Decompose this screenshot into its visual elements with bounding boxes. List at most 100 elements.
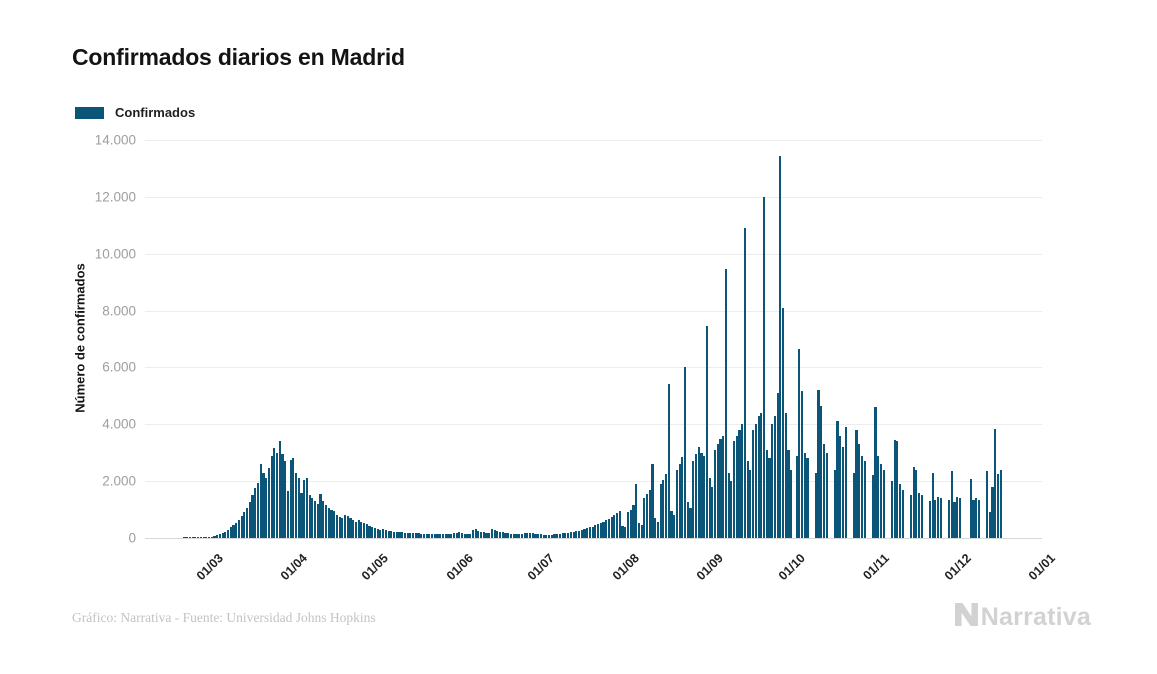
bar <box>480 531 483 538</box>
gridline-y-6000 <box>145 367 1042 369</box>
bar <box>920 495 923 538</box>
bar <box>610 516 613 538</box>
bar <box>773 415 776 538</box>
bar <box>447 534 450 538</box>
bar <box>689 508 692 538</box>
bar <box>591 526 594 538</box>
bar <box>518 534 521 538</box>
bar <box>928 501 932 538</box>
bar <box>939 498 942 538</box>
bar <box>444 534 447 538</box>
bar <box>365 524 368 538</box>
bar <box>912 466 915 538</box>
gridline-y-8000 <box>145 310 1042 312</box>
bar <box>338 516 341 538</box>
bar <box>354 522 357 538</box>
bar <box>648 489 651 538</box>
bar <box>694 454 698 538</box>
bar <box>368 525 371 538</box>
bar <box>422 533 426 538</box>
bar <box>496 530 499 538</box>
bar <box>890 481 893 538</box>
bar <box>322 501 325 538</box>
page-title: Confirmados diarios en Madrid <box>72 44 405 70</box>
bar <box>474 529 477 538</box>
bar <box>937 496 940 538</box>
bar <box>286 491 289 538</box>
bar <box>713 449 717 538</box>
gridline-y-4000 <box>145 424 1042 426</box>
bar <box>311 498 314 538</box>
bar <box>558 533 562 538</box>
bar <box>488 533 491 538</box>
footer-credit: Gráfico: Narrativa - Fuente: Universidad… <box>72 610 376 625</box>
gridline-y-0 <box>145 538 1042 539</box>
bar <box>528 532 532 538</box>
bar <box>768 458 771 538</box>
bar <box>553 534 556 538</box>
bar <box>539 534 542 538</box>
bar <box>844 427 847 538</box>
bar <box>692 461 695 538</box>
bar <box>466 534 469 538</box>
bar <box>333 510 336 538</box>
bar <box>580 529 583 538</box>
bar <box>501 532 504 538</box>
bar <box>629 509 632 538</box>
bar <box>752 429 755 538</box>
bar <box>607 518 611 538</box>
bar <box>542 534 545 538</box>
bar <box>839 435 842 538</box>
y-tick-label: 2.000 <box>102 473 136 489</box>
bar <box>300 492 303 538</box>
bar <box>947 499 951 538</box>
bar <box>297 478 300 538</box>
bar <box>428 534 431 538</box>
bar <box>790 469 793 538</box>
bar <box>218 534 221 538</box>
bar <box>330 509 333 538</box>
bar <box>806 458 809 538</box>
bar <box>719 438 722 538</box>
bar <box>537 534 540 538</box>
bar <box>357 519 360 538</box>
bar <box>893 439 896 538</box>
bar <box>795 455 798 538</box>
bar <box>817 390 820 538</box>
x-tick-label: 01/01 <box>1025 551 1058 584</box>
bar <box>303 479 306 538</box>
bar <box>915 469 918 538</box>
bar <box>787 449 790 538</box>
bar <box>267 468 270 538</box>
narrativa-logo: Narrativa <box>954 602 1091 632</box>
x-tick-label: 01/04 <box>277 551 310 584</box>
bar <box>858 444 861 538</box>
bar <box>403 532 406 538</box>
x-tick-label: 01/12 <box>941 551 974 584</box>
bar <box>678 464 681 538</box>
bar <box>909 495 912 538</box>
bar <box>662 479 665 538</box>
bar <box>395 532 398 538</box>
bar <box>240 516 243 538</box>
bar <box>341 518 344 538</box>
bar <box>308 495 311 538</box>
bar <box>262 472 265 538</box>
bar <box>289 459 292 538</box>
legend: Confirmados <box>75 105 195 120</box>
bar <box>509 533 513 538</box>
bar <box>632 505 635 538</box>
bar <box>684 367 687 538</box>
bar <box>281 454 284 538</box>
bar <box>991 487 994 538</box>
bar <box>781 308 785 538</box>
bar <box>414 533 417 538</box>
bar <box>270 455 273 538</box>
bar <box>450 533 453 538</box>
bar <box>918 492 921 538</box>
bar <box>667 384 670 538</box>
bar <box>703 455 706 538</box>
bar <box>716 444 719 538</box>
bar <box>194 537 197 538</box>
